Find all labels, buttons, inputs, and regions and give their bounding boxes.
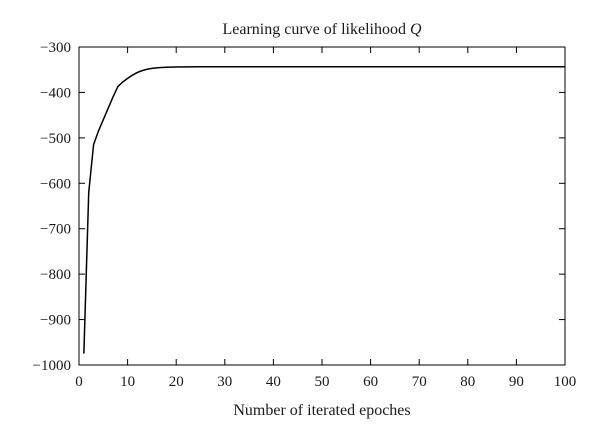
chart-title: Learning curve of likelihood Q (222, 21, 422, 38)
x-tick-label: 60 (363, 374, 378, 390)
y-tick-label: −500 (40, 131, 71, 147)
plot-area-frame (78, 46, 566, 366)
x-tick-label: 80 (460, 374, 475, 390)
y-tick-label: −600 (40, 176, 71, 192)
chart-title-variable: Q (410, 21, 422, 38)
x-tick-label: 100 (554, 374, 577, 390)
x-tick-label: 90 (509, 374, 524, 390)
x-tick-label: 50 (315, 374, 330, 390)
y-axis: −1000 −900 −800 −700 −600 −500 −400 −300 (33, 40, 565, 374)
x-axis: 0 10 20 30 40 50 60 70 80 90 100 (75, 47, 576, 390)
y-tick-label: −900 (40, 313, 71, 329)
x-axis-label: Number of iterated epoches (233, 402, 410, 419)
y-tick-label: −1000 (33, 358, 71, 374)
likelihood-curve-line (83, 66, 565, 354)
x-tick-label: 70 (412, 374, 427, 390)
x-tick-label: 10 (120, 374, 135, 390)
x-tick-label: 30 (217, 374, 232, 390)
y-tick-label: −700 (40, 222, 71, 238)
x-tick-label: 40 (266, 374, 281, 390)
y-tick-label: −800 (40, 267, 71, 283)
y-tick-label: −300 (40, 40, 71, 56)
y-tick-label: −400 (40, 85, 71, 101)
x-tick-label: 0 (75, 374, 83, 390)
x-tick-label: 20 (169, 374, 184, 390)
